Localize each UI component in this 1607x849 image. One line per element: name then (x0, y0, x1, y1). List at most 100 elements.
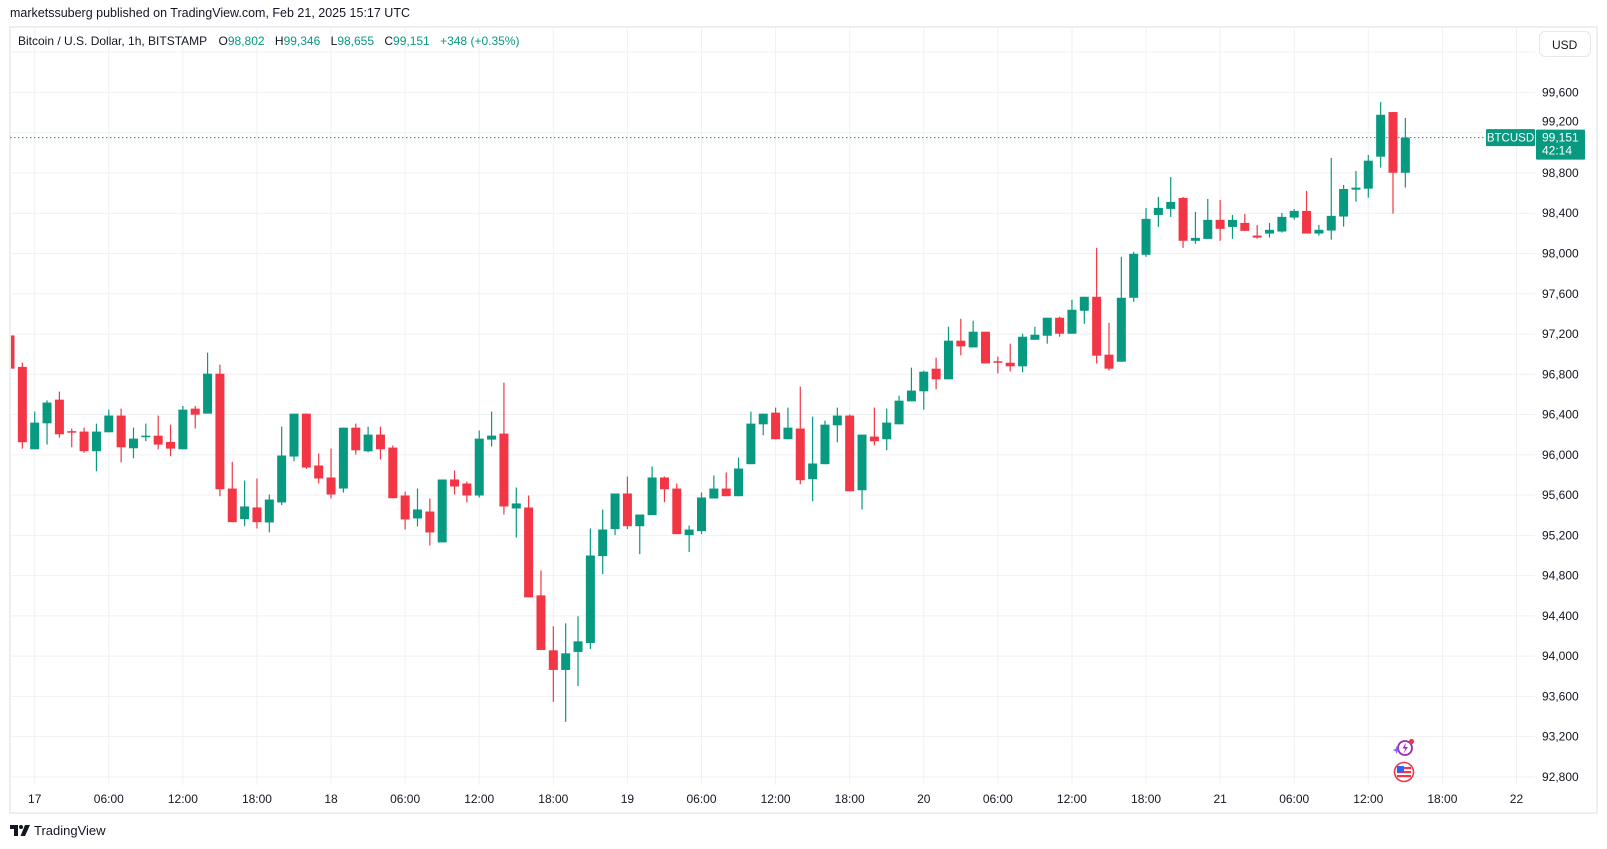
candle-down[interactable] (981, 331, 991, 364)
candle-down[interactable] (931, 357, 941, 390)
candle-up[interactable] (474, 430, 484, 498)
candle-up[interactable] (857, 434, 867, 510)
candle-up[interactable] (338, 427, 348, 493)
candle-up[interactable] (882, 408, 892, 451)
candle-up[interactable] (635, 514, 645, 555)
candle-up[interactable] (487, 411, 497, 447)
candle-up[interactable] (696, 492, 706, 535)
candle-down[interactable] (17, 362, 27, 449)
candle-down[interactable] (845, 414, 855, 492)
candle-down[interactable] (1104, 322, 1114, 371)
candle-up[interactable] (820, 420, 830, 465)
candle-up[interactable] (808, 416, 818, 502)
candle-up[interactable] (1079, 296, 1089, 324)
candle-down[interactable] (672, 483, 682, 535)
candle-up[interactable] (561, 623, 571, 722)
candle-up[interactable] (1018, 333, 1028, 373)
candle-down[interactable] (326, 448, 336, 499)
candle-down[interactable] (1092, 247, 1102, 364)
candle-down[interactable] (993, 356, 1003, 374)
candle-up[interactable] (1376, 102, 1386, 168)
candle-up[interactable] (919, 370, 929, 410)
candle-up[interactable] (906, 367, 916, 402)
candle-up[interactable] (437, 479, 447, 543)
candle-up[interactable] (1351, 170, 1361, 202)
candle-down[interactable] (388, 445, 398, 499)
candle-up[interactable] (104, 409, 114, 433)
candle-up[interactable] (1277, 212, 1287, 233)
candle-down[interactable] (622, 476, 632, 530)
candle-up[interactable] (289, 413, 299, 462)
candle-down[interactable] (462, 481, 472, 503)
candle-up[interactable] (511, 487, 521, 538)
candle-down[interactable] (1215, 199, 1225, 241)
symbol-title[interactable]: Bitcoin / U.S. Dollar, 1h, BITSTAMP (18, 34, 208, 48)
candle-up[interactable] (240, 480, 250, 527)
candle-up[interactable] (277, 426, 287, 506)
candle-up[interactable] (1190, 211, 1200, 244)
candle-down[interactable] (351, 423, 361, 455)
candle-down[interactable] (1055, 316, 1065, 337)
candle-up[interactable] (1326, 157, 1336, 240)
candle-up[interactable] (128, 427, 138, 459)
ai-lightning-icon[interactable] (1392, 737, 1415, 759)
candle-up[interactable] (758, 413, 768, 436)
candle-down[interactable] (1178, 196, 1188, 248)
candle-down[interactable] (1240, 213, 1250, 231)
candle-down[interactable] (116, 408, 126, 463)
candle-down[interactable] (499, 382, 509, 515)
candle-down[interactable] (721, 472, 731, 497)
candle-up[interactable] (943, 326, 953, 380)
candle-down[interactable] (425, 498, 435, 546)
candle-up[interactable] (1116, 256, 1126, 362)
candle-up[interactable] (585, 528, 595, 649)
candle-up[interactable] (1265, 222, 1275, 238)
candle-down[interactable] (166, 424, 176, 457)
candle-up[interactable] (30, 411, 40, 450)
candle-up[interactable] (1067, 299, 1077, 334)
candle-up[interactable] (203, 352, 213, 414)
candle-up[interactable] (1203, 198, 1213, 239)
candle-up[interactable] (1339, 184, 1349, 227)
candle-up[interactable] (1129, 251, 1139, 302)
candle-down[interactable] (536, 570, 546, 651)
candle-up[interactable] (746, 411, 756, 465)
candle-down[interactable] (301, 413, 311, 469)
candle-up[interactable] (573, 616, 583, 686)
candle-down[interactable] (227, 461, 237, 523)
candle-up[interactable] (363, 426, 373, 453)
candle-up[interactable] (734, 457, 744, 497)
candle-down[interactable] (659, 476, 669, 503)
candle-up[interactable] (1030, 326, 1040, 340)
candle-down[interactable] (1005, 343, 1015, 372)
candle-down[interactable] (956, 318, 966, 356)
candle-down[interactable] (54, 391, 64, 438)
candle-up[interactable] (684, 525, 694, 553)
candle-down[interactable] (153, 415, 163, 450)
candle-up[interactable] (598, 509, 608, 575)
us-flag-icon[interactable] (1393, 761, 1415, 783)
candle-down[interactable] (1302, 190, 1312, 234)
candle-up[interactable] (610, 493, 620, 536)
candle-down[interactable] (869, 407, 879, 446)
candle-down[interactable] (79, 427, 89, 453)
candle-down[interactable] (771, 407, 781, 440)
tradingview-logo[interactable]: TradingView (10, 823, 106, 838)
candle-up[interactable] (968, 320, 978, 348)
candle-down[interactable] (190, 405, 200, 429)
candle-down[interactable] (524, 495, 534, 598)
candle-up[interactable] (412, 488, 422, 527)
candle-down[interactable] (1252, 224, 1262, 239)
candle-up[interactable] (783, 407, 793, 440)
candle-down[interactable] (6, 335, 15, 369)
candle-up[interactable] (1042, 317, 1052, 344)
candle-up[interactable] (1314, 224, 1324, 236)
candle-up[interactable] (1141, 207, 1151, 257)
candle-up[interactable] (709, 475, 719, 499)
candle-down[interactable] (67, 428, 77, 448)
candle-down[interactable] (375, 426, 385, 460)
candle-down[interactable] (314, 453, 324, 484)
candle-down[interactable] (795, 386, 805, 485)
candle-down[interactable] (450, 470, 460, 495)
